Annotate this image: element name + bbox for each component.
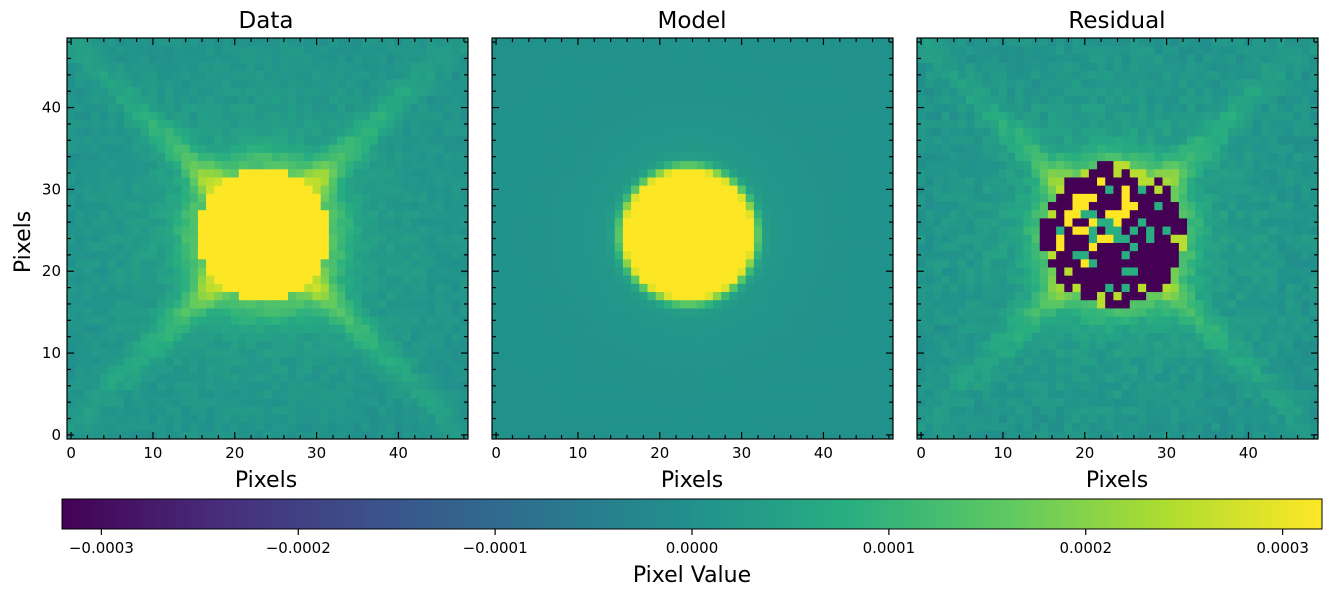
panel-title: Residual: [1068, 8, 1165, 34]
heatmap-data: [67, 38, 469, 440]
axis-ticks: 0 10 20 30 40: [916, 38, 1318, 462]
y-tick-label: 10: [42, 344, 61, 362]
x-tick-label: 30: [732, 444, 751, 462]
axis-ticks: 0 10 20 30 40: [491, 38, 893, 462]
x-tick-label: 0: [491, 444, 501, 462]
x-tick-label: 20: [225, 444, 244, 462]
x-axis-label: Pixels: [235, 468, 297, 493]
x-axis-label: Pixels: [661, 468, 723, 493]
y-tick-label: 20: [42, 262, 61, 280]
heatmap-residual: [917, 38, 1319, 440]
x-tick-label: 0: [66, 444, 76, 462]
colorbar: −0.0003 −0.0002 −0.0001 0.0000 0.0001 0.0002 0…: [61, 498, 1323, 588]
y-tick-label: 30: [42, 180, 61, 198]
x-tick-label: 30: [1157, 444, 1176, 462]
y-axis-label: Pixels: [11, 211, 36, 273]
x-axis-label: Pixels: [1086, 468, 1148, 493]
colorbar-gradient: [61, 498, 1323, 530]
colorbar-ticks: −0.0003 −0.0002 −0.0001 0.0000 0.0001 0.0002 0…: [69, 529, 1309, 557]
colorbar-label: Pixel Value: [633, 563, 751, 588]
y-tick-label: 40: [42, 99, 61, 117]
colorbar-tick-label: 0.0000: [666, 539, 719, 557]
x-tick-label: 10: [568, 444, 587, 462]
colorbar-tick-label: 0.0002: [1060, 539, 1113, 557]
x-tick-label: 20: [650, 444, 669, 462]
y-tick-label: 0: [51, 426, 61, 444]
colorbar-tick-label: 0.0003: [1256, 539, 1309, 557]
colorbar-tick-label: −0.0002: [266, 539, 331, 557]
panel-model: Model 0 10 20 30 40 Pixels: [491, 8, 894, 493]
x-tick-label: 10: [143, 444, 162, 462]
x-tick-label: 10: [993, 444, 1012, 462]
panel-data: Data 0 10 20 30 40 0 10 20 30 40 Pixels Pixels: [11, 8, 469, 493]
colorbar-tick-label: −0.0001: [463, 539, 528, 557]
x-tick-label: 40: [389, 444, 408, 462]
colorbar-tick-label: −0.0003: [69, 539, 134, 557]
x-tick-label: 20: [1075, 444, 1094, 462]
axis-ticks: 0 10 20 30 40 0 10 20 30 40: [42, 38, 468, 462]
panel-title: Model: [657, 8, 726, 34]
x-tick-label: 40: [814, 444, 833, 462]
x-tick-label: 40: [1239, 444, 1258, 462]
heatmap-model: [492, 38, 894, 440]
panel-residual: Residual 0 10 20 30 40 Pixels: [916, 8, 1319, 493]
x-tick-label: 0: [916, 444, 926, 462]
colorbar-tick-label: 0.0001: [863, 539, 916, 557]
x-tick-label: 30: [307, 444, 326, 462]
panel-title: Data: [239, 8, 294, 34]
